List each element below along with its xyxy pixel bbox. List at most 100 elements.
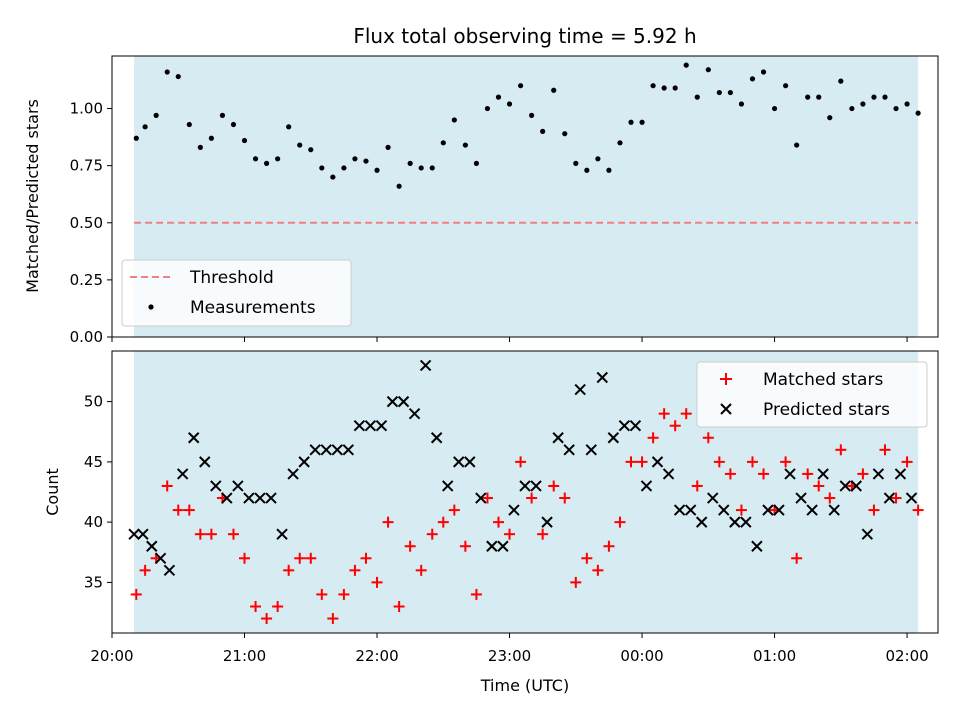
measurement-point — [827, 115, 833, 121]
measurement-point — [771, 105, 778, 112]
measurement-point — [606, 167, 612, 173]
matched-star-point — [515, 456, 527, 468]
matched-star-point — [548, 480, 560, 492]
measurement-point — [705, 67, 711, 73]
measurement-point — [672, 85, 678, 91]
predicted-star-point — [364, 420, 377, 432]
measurement-point — [186, 121, 192, 128]
matched-star-point — [780, 456, 792, 468]
x-tick-label: 20:00 — [90, 647, 133, 665]
predicted-star-point — [563, 444, 575, 456]
matched-star-point — [857, 468, 869, 480]
predicted-star-point — [353, 420, 366, 432]
measurement-point — [540, 128, 546, 134]
predicted-star-point — [585, 444, 597, 456]
predicted-star-point — [817, 468, 829, 480]
predicted-star-point — [839, 480, 851, 492]
predicted-star-point — [210, 480, 222, 492]
predicted-star-point — [154, 552, 167, 564]
bottom-y-tick-label: 45 — [84, 453, 103, 471]
x-axis-label: Time (UTC) — [480, 676, 569, 695]
measurement-point — [639, 119, 645, 125]
measurement-point — [319, 165, 325, 171]
predicted-star-point — [221, 492, 233, 504]
predicted-star-point — [287, 468, 299, 480]
matched-star-point — [504, 528, 516, 540]
predicted-star-point — [762, 504, 774, 516]
matched-star-point — [239, 552, 251, 564]
bottom-panel: 35 40 45 50 20:00 21:00 22:00 23:00 00:00 01:00 0… — [43, 350, 939, 695]
matched-star-point — [349, 564, 361, 576]
matched-star-point — [492, 516, 504, 528]
measurement-point — [805, 94, 811, 100]
matched-star-point — [448, 504, 460, 516]
measurement-point — [385, 144, 391, 150]
top-panel: 0.00 0.25 0.50 0.75 1.00 Matched/Predicted s… — [23, 55, 939, 346]
predicted-star-point — [541, 516, 553, 528]
predicted-star-point — [464, 456, 476, 468]
bottom-y-tick-label: 35 — [84, 573, 103, 591]
measurement-point — [297, 142, 303, 148]
top-legend-box — [121, 259, 352, 327]
matched-star-point — [625, 456, 637, 468]
matched-star-point — [724, 468, 736, 480]
measurement-point — [650, 83, 656, 89]
matched-star-point — [581, 552, 593, 564]
matched-star-point — [205, 528, 217, 540]
predicted-star-point — [684, 504, 697, 516]
measurement-point — [517, 83, 524, 89]
measurement-point — [133, 135, 139, 141]
matched-star-point — [139, 564, 151, 576]
predicted-star-point — [265, 492, 277, 504]
predicted-star-point — [441, 480, 454, 492]
predicted-star-point — [397, 395, 410, 408]
predicted-star-point — [905, 492, 918, 504]
measurement-point — [573, 160, 579, 166]
matched-star-point — [912, 504, 924, 516]
predicted-star-point — [729, 516, 741, 528]
measurement-point — [363, 158, 369, 164]
measurement-point — [904, 101, 910, 107]
measurement-point — [893, 105, 899, 112]
measurement-point — [484, 105, 491, 112]
measurement-point — [252, 156, 259, 162]
predicted-star-point — [386, 395, 399, 408]
predicted-star-point — [486, 540, 498, 552]
matched-star-point — [393, 600, 405, 612]
matched-star-point — [172, 504, 184, 516]
measurement-point — [849, 105, 855, 112]
measurement-point — [794, 142, 800, 148]
predicted-star-point — [883, 492, 896, 504]
matched-star-point — [735, 504, 747, 516]
predicted-star-point — [320, 444, 332, 456]
matched-star-point — [316, 588, 328, 600]
predicted-star-point — [850, 480, 862, 492]
matched-star-point — [570, 576, 582, 588]
top-panel-title: Flux total observing time = 5.92 h — [353, 24, 696, 48]
measurement-point — [263, 160, 270, 166]
measurement-point — [308, 147, 314, 153]
measurement-point — [584, 167, 590, 173]
x-tick-label: 02:00 — [885, 647, 928, 665]
predicted-star-point — [163, 564, 176, 577]
predicted-star-point — [751, 540, 763, 552]
predicted-star-point — [828, 504, 840, 516]
predicted-star-point — [276, 528, 288, 540]
matched-star-point — [890, 492, 902, 504]
legend-threshold-label: Threshold — [189, 268, 274, 288]
predicted-star-point — [673, 504, 686, 516]
predicted-star-point — [298, 456, 310, 468]
bottom-legend-box — [696, 361, 928, 428]
measurement-point — [716, 89, 722, 96]
measurement-point — [418, 165, 424, 171]
predicted-star-point — [640, 480, 653, 492]
matched-star-point — [526, 492, 538, 504]
predicted-star-point — [784, 468, 796, 480]
predicted-star-point — [497, 540, 509, 552]
legend-measurements-swatch — [148, 304, 154, 310]
measurement-point — [694, 94, 700, 100]
measurement-point — [816, 94, 822, 100]
predicted-star-point — [861, 528, 874, 540]
measurement-point — [760, 69, 767, 75]
